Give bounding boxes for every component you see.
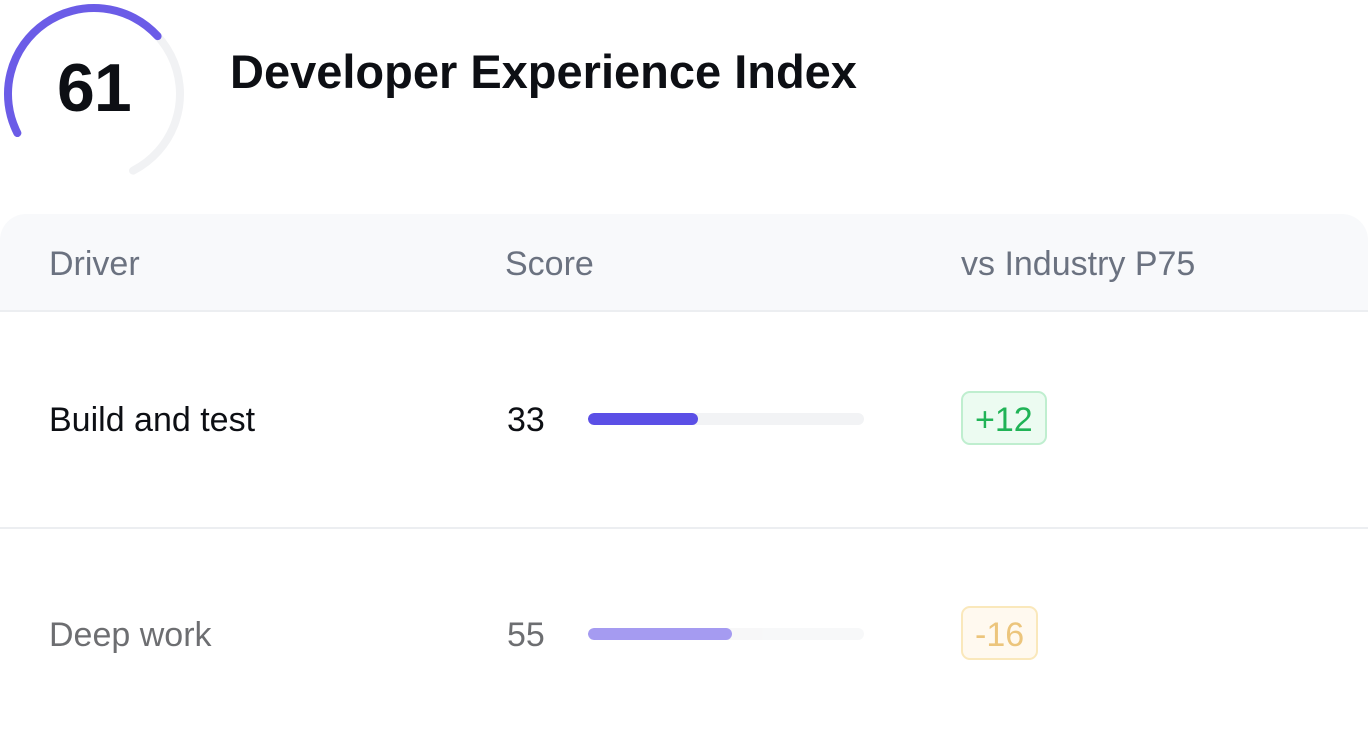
- gauge-fill: [4, 4, 162, 138]
- driver-name: Deep work: [49, 616, 212, 654]
- table-header: Driver Score vs Industry P75: [0, 214, 1368, 312]
- table-row[interactable]: Deep work 55 -16: [0, 527, 1368, 742]
- score-gauge: 61: [2, 2, 186, 186]
- column-header-vs-industry[interactable]: vs Industry P75: [961, 245, 1196, 283]
- score-value: 33: [507, 401, 545, 439]
- page-title: Developer Experience Index: [230, 45, 857, 98]
- delta-badge: -16: [961, 606, 1039, 660]
- score-bar-fill: [588, 413, 699, 425]
- drivers-table: Driver Score vs Industry P75 Build and t…: [0, 214, 1368, 744]
- driver-name: Build and test: [49, 401, 256, 439]
- score-bar: [588, 413, 864, 425]
- column-header-driver[interactable]: Driver: [49, 245, 140, 283]
- table-row[interactable]: Build and test 33 +12: [0, 312, 1368, 529]
- delta-badge: +12: [961, 391, 1047, 445]
- column-header-score[interactable]: Score: [505, 245, 594, 283]
- score-value: 55: [507, 616, 545, 654]
- gauge-ring: [4, 4, 184, 175]
- overall-score: 61: [57, 50, 132, 126]
- score-bar-fill: [588, 628, 732, 640]
- score-bar: [588, 628, 864, 640]
